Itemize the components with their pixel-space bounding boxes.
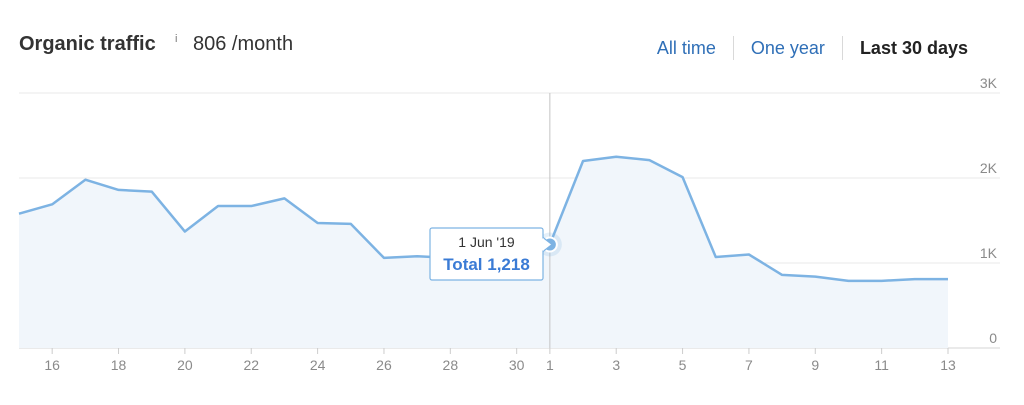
x-tick-label: 18 (111, 357, 127, 373)
tooltip-pointer (542, 236, 553, 252)
range-divider (732, 36, 734, 60)
tooltip-date: 1 Jun '19 (458, 234, 515, 250)
range-selector: All time One year Last 30 days (640, 36, 968, 60)
chart-header: Organic traffic i 806 /month All time On… (0, 0, 1024, 80)
x-tick-label: 26 (376, 357, 392, 373)
tooltip-total: Total 1,218 (443, 255, 530, 274)
range-last-30-days[interactable]: Last 30 days (859, 37, 968, 58)
chart-title: Organic traffic (19, 33, 156, 55)
x-tick-label: 20 (177, 357, 193, 373)
x-tick-label: 13 (940, 357, 956, 373)
info-icon[interactable]: i (175, 33, 178, 45)
range-all-time[interactable]: All time (656, 37, 716, 58)
tooltip-box (429, 227, 544, 281)
x-tick-label: 11 (874, 357, 889, 373)
y-tick-label: 3K (980, 75, 998, 91)
x-tick-label: 22 (243, 357, 259, 373)
traffic-value: 806 /month (193, 33, 294, 55)
y-tick-label: 2K (980, 160, 998, 176)
x-tick-label: 30 (509, 357, 525, 373)
x-tick-label: 24 (310, 357, 326, 373)
range-one-year[interactable]: One year (750, 37, 825, 58)
x-tick-label: 5 (679, 357, 687, 373)
x-tick-label: 28 (443, 357, 459, 373)
y-tick-label: 0 (989, 330, 997, 346)
y-tick-label: 1K (980, 245, 998, 261)
x-tick-label: 3 (612, 357, 620, 373)
series-area (19, 156, 948, 348)
x-tick-label: 16 (44, 357, 60, 373)
range-divider (841, 36, 843, 60)
x-tick-label: 9 (811, 357, 819, 373)
x-tick-label: 1 (546, 357, 554, 373)
x-tick-label: 7 (745, 357, 753, 373)
